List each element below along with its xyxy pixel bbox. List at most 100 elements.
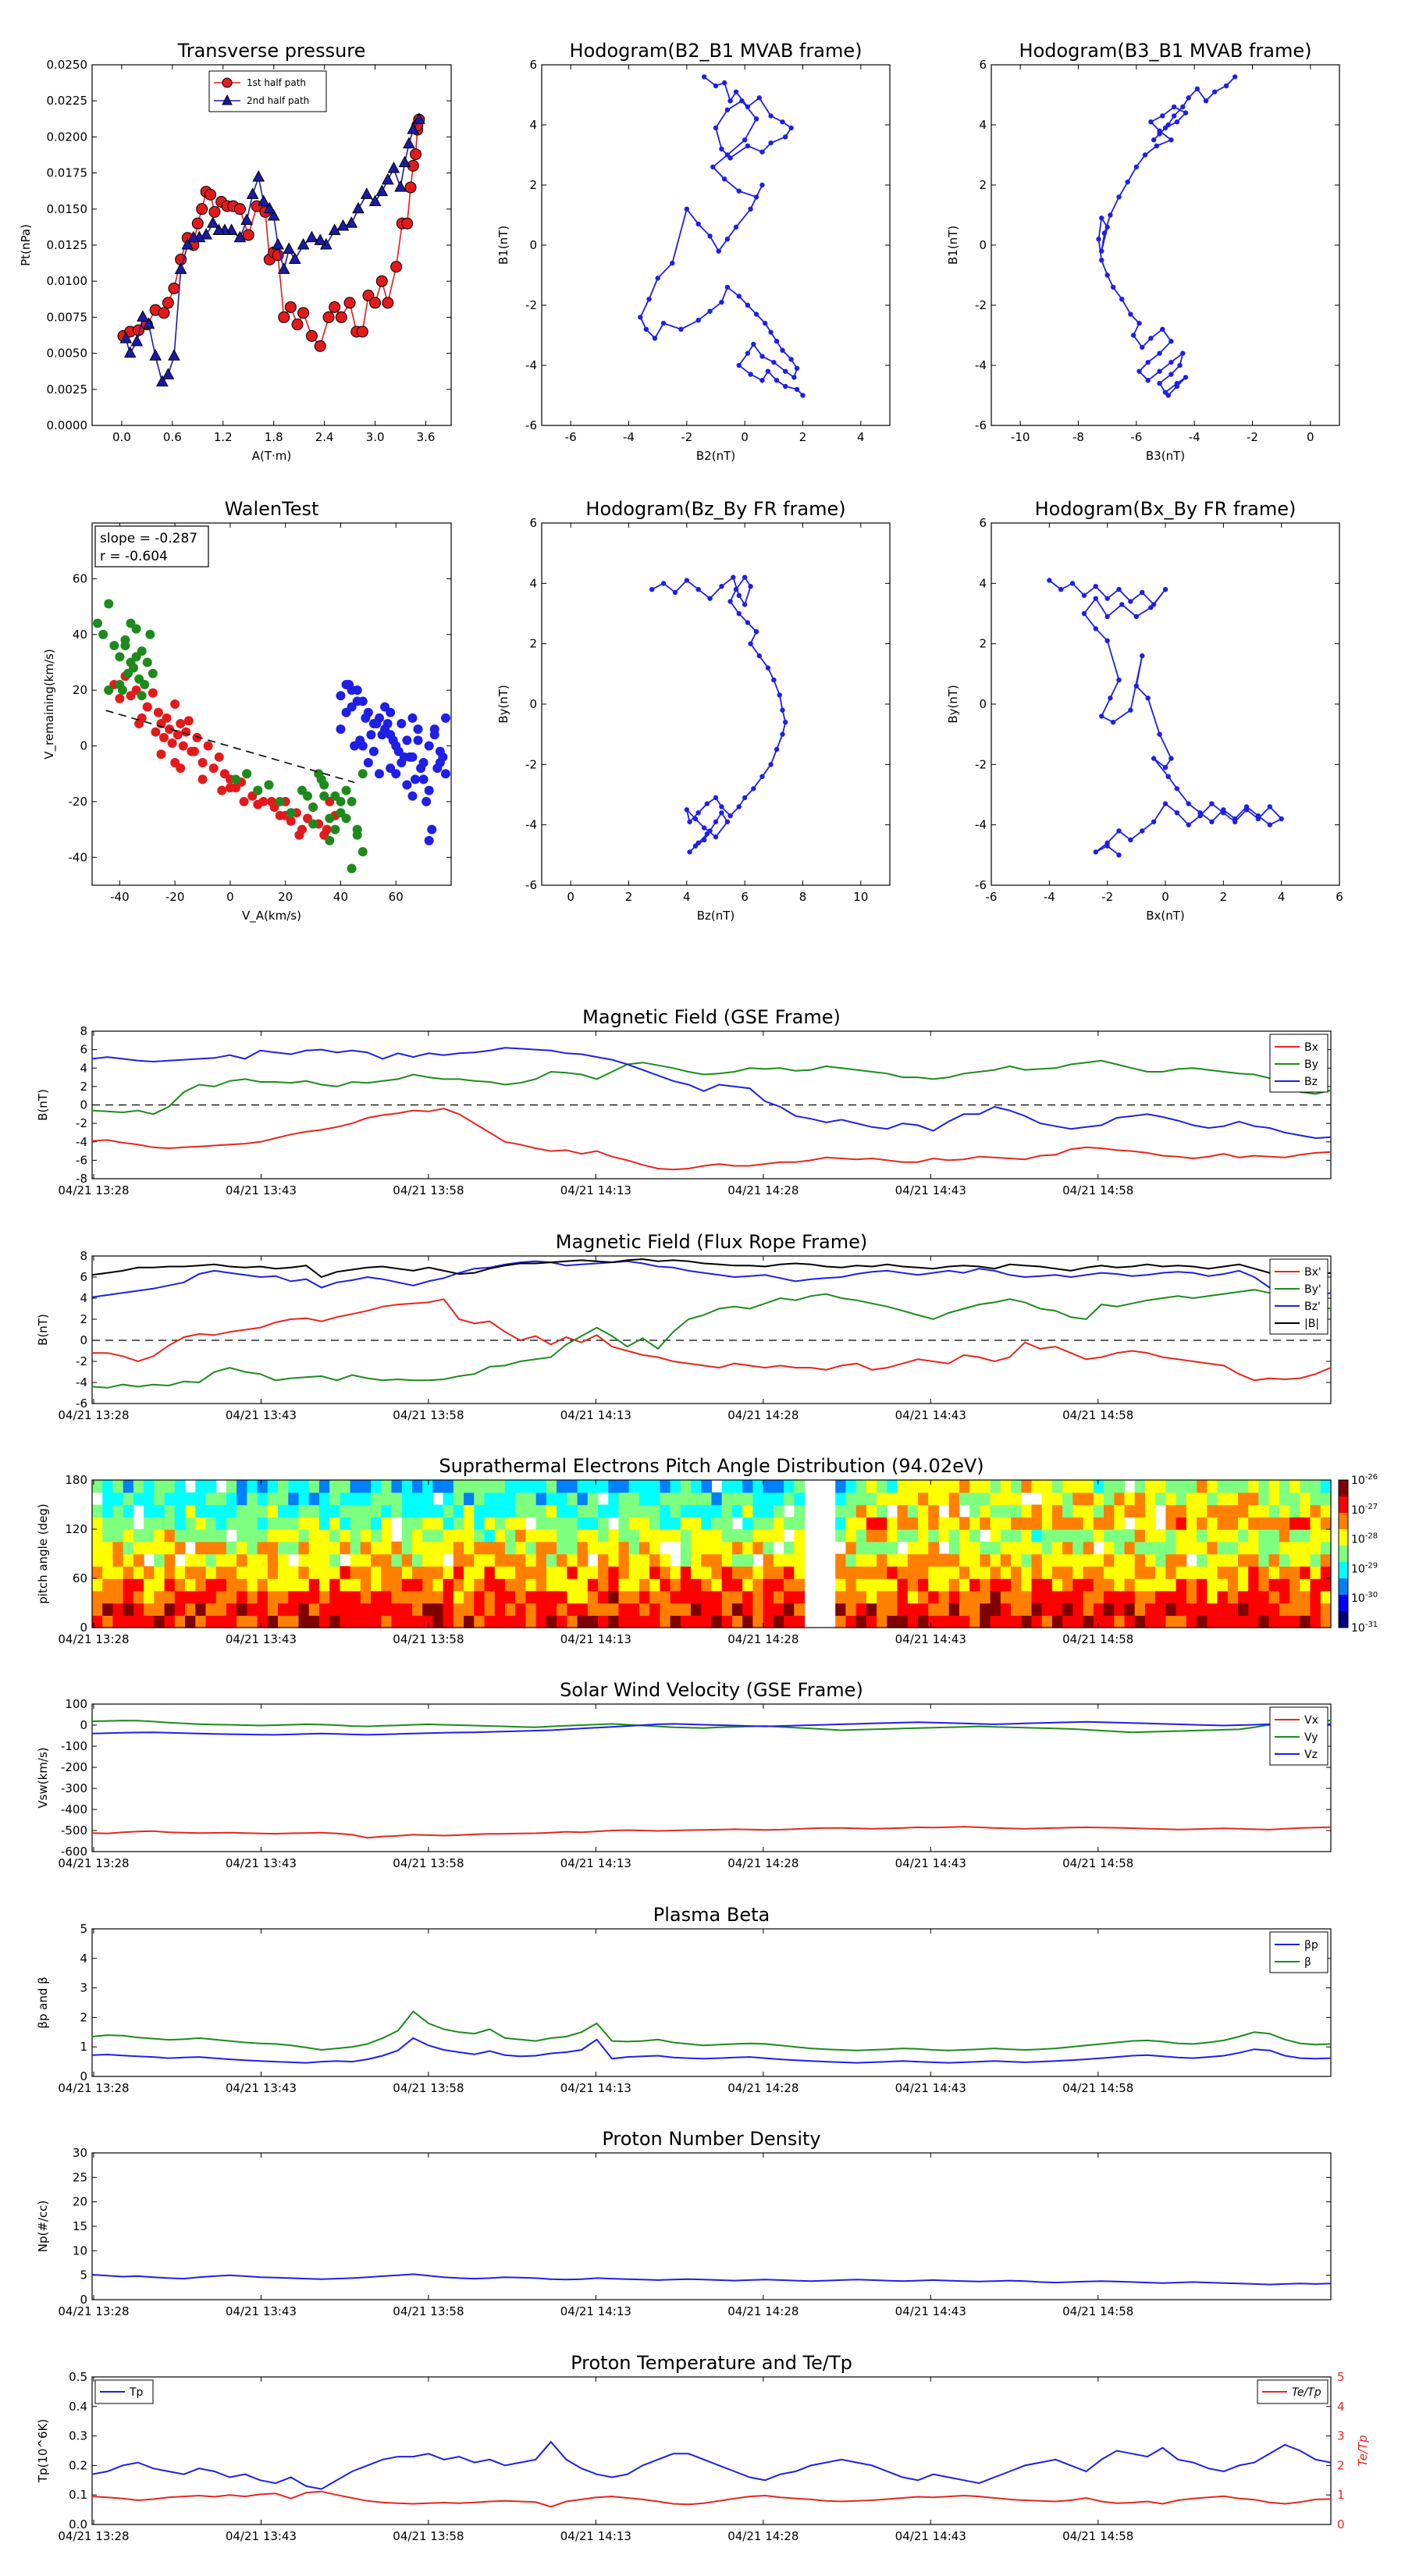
heatmap-cell <box>1268 1615 1280 1628</box>
data-point <box>377 730 387 740</box>
heatmap-cell <box>1145 1603 1156 1616</box>
heatmap-cell <box>742 1578 753 1592</box>
heatmap-cell <box>422 1553 433 1567</box>
heatmap-cell <box>567 1492 578 1506</box>
heatmap-cell <box>1300 1566 1311 1579</box>
heatmap-cell <box>1227 1590 1239 1604</box>
data-point <box>727 813 733 819</box>
heatmap-cell <box>928 1541 939 1555</box>
data-point <box>130 334 144 347</box>
heatmap-cell <box>505 1603 516 1616</box>
heatmap-cell <box>618 1529 630 1542</box>
heatmap-cell <box>1114 1578 1126 1592</box>
heatmap-cell <box>278 1529 289 1542</box>
heatmap-cell <box>1145 1566 1156 1579</box>
y-axis-label: Np(#/cc) <box>36 2201 50 2253</box>
heatmap-cell <box>680 1603 692 1616</box>
heatmap-cell <box>164 1566 176 1579</box>
data-point <box>368 194 382 207</box>
heatmap-cell <box>267 1529 279 1542</box>
y-tick-label: 25 <box>73 2170 87 2184</box>
heatmap-cell <box>329 1553 340 1567</box>
heatmap-cell <box>628 1480 640 1493</box>
heatmap-cell <box>195 1504 207 1517</box>
heatmap-cell <box>484 1603 496 1616</box>
data-point <box>205 188 217 201</box>
heatmap-cell <box>226 1590 237 1604</box>
heatmap-cell <box>474 1480 486 1493</box>
heatmap-cell <box>855 1615 867 1628</box>
data-point <box>407 123 420 134</box>
heatmap-cell <box>557 1590 567 1604</box>
heatmap-cell <box>928 1615 939 1628</box>
heatmap-cell <box>1217 1603 1229 1616</box>
heatmap-cell <box>1186 1566 1197 1579</box>
heatmap-cell <box>1011 1590 1022 1604</box>
x-tick-label: -6 <box>1130 430 1142 444</box>
legend-label: Vx <box>1304 1714 1318 1727</box>
y-tick-label: -8 <box>76 1172 87 1186</box>
data-point <box>257 194 270 207</box>
heatmap-cell <box>1114 1492 1126 1506</box>
heatmap-cell <box>546 1480 557 1493</box>
heatmap-cell <box>680 1517 692 1530</box>
heatmap-cell <box>401 1578 413 1592</box>
heatmap-cell <box>845 1504 857 1517</box>
heatmap-cell <box>794 1529 806 1542</box>
heatmap-cell <box>1310 1504 1321 1517</box>
heatmap-cell <box>721 1615 733 1628</box>
heatmap-cell <box>474 1541 486 1555</box>
y-tick-label: -100 <box>61 1739 87 1753</box>
data-point <box>162 713 172 723</box>
heatmap-cell <box>422 1578 433 1592</box>
data-point <box>263 201 276 214</box>
legend-label: 1st half path <box>247 77 306 88</box>
heatmap-cell <box>288 1492 300 1506</box>
heatmap-cell <box>144 1517 155 1530</box>
heatmap-cell <box>133 1553 144 1567</box>
y-tick-label: 0.0250 <box>47 58 88 72</box>
heatmap-cell <box>381 1603 393 1616</box>
heatmap-cell <box>1289 1492 1300 1506</box>
data-point <box>783 720 788 725</box>
heatmap-cell <box>494 1615 506 1628</box>
heatmap-cell <box>1155 1566 1166 1579</box>
data-point <box>655 276 660 281</box>
heatmap-cell <box>1072 1578 1084 1592</box>
heatmap-cell <box>794 1590 806 1604</box>
heatmap-cell <box>453 1504 464 1517</box>
data-point <box>142 317 155 329</box>
heatmap-cell <box>773 1480 784 1493</box>
heatmap-cell <box>102 1566 113 1579</box>
y2-tick-label: 4 <box>1337 2400 1345 2414</box>
heatmap-cell <box>711 1590 723 1604</box>
heatmap-cell <box>525 1553 537 1567</box>
heatmap-cell <box>226 1553 237 1567</box>
heatmap-cell <box>1000 1504 1012 1517</box>
heatmap-cell <box>1041 1590 1053 1604</box>
heatmap-cell <box>185 1578 196 1592</box>
heatmap-cell <box>360 1603 372 1616</box>
data-point <box>1136 368 1142 374</box>
heatmap-cell <box>618 1603 630 1616</box>
heatmap-cell <box>298 1553 310 1567</box>
y-tick-label: 0.0 <box>69 2517 87 2532</box>
data-point <box>1157 350 1162 356</box>
heatmap-cell <box>918 1553 929 1567</box>
data-point <box>189 746 199 756</box>
heatmap-cell <box>185 1566 196 1579</box>
heatmap-cell <box>371 1504 382 1517</box>
x-axis-label: Bx(nT) <box>1146 909 1185 923</box>
data-point <box>1093 626 1099 632</box>
data-point <box>242 229 254 241</box>
data-point <box>713 795 719 801</box>
heatmap-cell <box>928 1492 939 1506</box>
y-tick-label: -6 <box>76 1397 87 1411</box>
heatmap-cell <box>618 1517 630 1530</box>
legend-marker <box>222 77 233 88</box>
data-point <box>162 297 174 309</box>
heatmap-cell <box>422 1590 433 1604</box>
heatmap-cell <box>618 1492 630 1506</box>
